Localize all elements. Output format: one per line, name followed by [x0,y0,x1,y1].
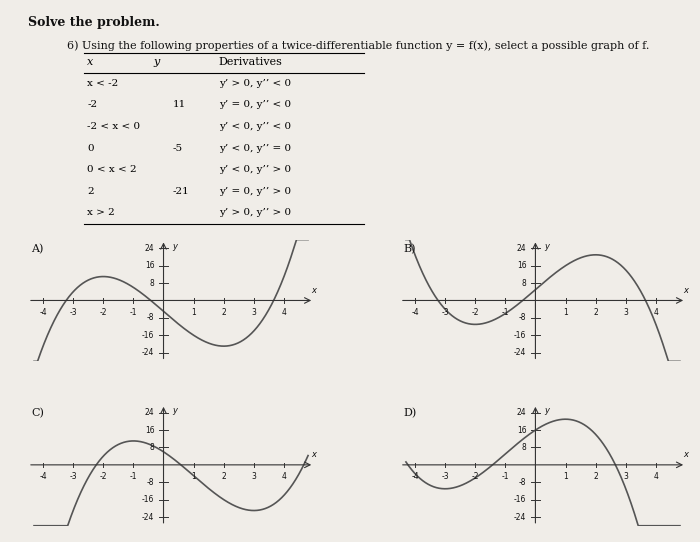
Text: -2: -2 [88,100,97,109]
Text: x < -2: x < -2 [88,79,118,88]
Text: y’ = 0, y’’ < 0: y’ = 0, y’’ < 0 [219,100,291,109]
Text: -3: -3 [69,308,77,317]
Text: -2: -2 [471,473,479,481]
Text: 3: 3 [251,473,256,481]
Text: -2 < x < 0: -2 < x < 0 [88,122,140,131]
Text: 3: 3 [251,308,256,317]
Text: -4: -4 [411,473,419,481]
Text: -16: -16 [142,331,155,340]
Text: -4: -4 [411,308,419,317]
Text: 16: 16 [517,425,526,435]
Text: x: x [88,57,94,67]
Text: 4: 4 [281,473,286,481]
Text: -16: -16 [514,331,526,340]
Text: 2: 2 [594,308,598,317]
Text: D): D) [403,408,416,418]
Text: 4: 4 [653,308,658,317]
Text: 3: 3 [623,308,628,317]
Text: -24: -24 [142,513,155,521]
Text: 8: 8 [150,443,155,452]
Text: y: y [153,57,160,67]
Text: Derivatives: Derivatives [219,57,283,67]
Text: 24: 24 [145,408,155,417]
Text: B): B) [403,244,415,254]
Text: 2: 2 [221,308,226,317]
Text: -8: -8 [519,478,526,487]
Text: -4: -4 [39,473,47,481]
Text: 1: 1 [191,473,196,481]
Text: 3: 3 [623,473,628,481]
Text: 0 < x < 2: 0 < x < 2 [88,165,136,175]
Text: 4: 4 [281,308,286,317]
Text: x: x [683,450,688,460]
Text: y’ = 0, y’’ > 0: y’ = 0, y’’ > 0 [219,187,291,196]
Text: x: x [311,450,316,460]
Text: -8: -8 [147,313,155,322]
Text: 8: 8 [150,279,155,288]
Text: -16: -16 [514,495,526,504]
Text: y’ > 0, y’’ < 0: y’ > 0, y’’ < 0 [219,79,291,88]
Text: x: x [311,286,316,295]
Text: -3: -3 [69,473,77,481]
Text: 8: 8 [522,443,526,452]
Text: 16: 16 [145,425,155,435]
Text: 24: 24 [517,408,526,417]
Text: y’ < 0, y’’ > 0: y’ < 0, y’’ > 0 [219,165,291,175]
Text: -2: -2 [99,473,107,481]
Text: 0: 0 [88,144,94,153]
Text: -2: -2 [471,308,479,317]
Text: y: y [545,406,550,415]
Text: -24: -24 [142,348,155,357]
Text: 1: 1 [564,473,568,481]
Text: 2: 2 [594,473,598,481]
Text: x: x [683,286,688,295]
Text: -24: -24 [514,348,526,357]
Text: -8: -8 [519,313,526,322]
Text: 24: 24 [145,244,155,253]
Text: 1: 1 [191,308,196,317]
Text: 6) Using the following properties of a twice-differentiable function y = f(x), s: 6) Using the following properties of a t… [67,41,650,51]
Text: 24: 24 [517,244,526,253]
Text: y’ < 0, y’’ = 0: y’ < 0, y’’ = 0 [219,144,291,153]
Text: -16: -16 [142,495,155,504]
Text: -1: -1 [130,473,137,481]
Text: -4: -4 [39,308,47,317]
Text: y: y [172,406,178,415]
Text: Solve the problem.: Solve the problem. [28,16,160,29]
Text: 1: 1 [564,308,568,317]
Text: -8: -8 [147,478,155,487]
Text: 16: 16 [517,261,526,270]
Text: y: y [172,242,178,251]
Text: -3: -3 [441,308,449,317]
Text: -1: -1 [130,308,137,317]
Text: y’ < 0, y’’ < 0: y’ < 0, y’’ < 0 [219,122,291,131]
Text: x > 2: x > 2 [88,209,115,217]
Text: -5: -5 [173,144,183,153]
Text: -2: -2 [99,308,107,317]
Text: 11: 11 [173,100,186,109]
Text: 2: 2 [221,473,226,481]
Text: 4: 4 [653,473,658,481]
Text: -3: -3 [441,473,449,481]
Text: -21: -21 [173,187,190,196]
Text: -1: -1 [502,308,509,317]
Text: 2: 2 [88,187,94,196]
Text: A): A) [31,244,43,254]
Text: y: y [545,242,550,251]
Text: y’ > 0, y’’ > 0: y’ > 0, y’’ > 0 [219,209,291,217]
Text: -24: -24 [514,513,526,521]
Text: C): C) [31,408,44,418]
Text: 8: 8 [522,279,526,288]
Text: -1: -1 [502,473,509,481]
Text: 16: 16 [145,261,155,270]
